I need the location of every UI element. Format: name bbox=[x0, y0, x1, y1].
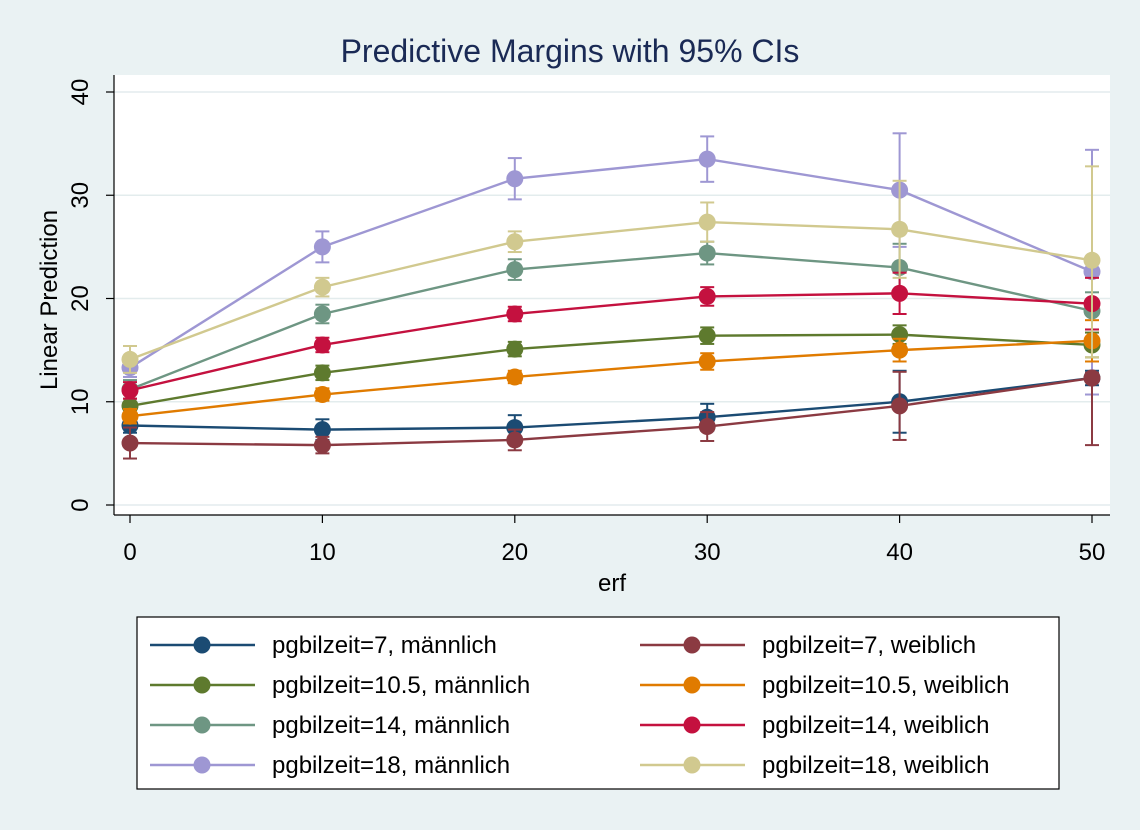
series-6 bbox=[121, 271, 1101, 400]
data-point-0-2 bbox=[506, 419, 524, 437]
legend-item-3: pgbilzeit=18, männlich bbox=[150, 752, 510, 779]
data-point-4-0 bbox=[121, 434, 139, 452]
data-point-5-4 bbox=[891, 341, 909, 359]
y-tick-label-0: 0 bbox=[67, 498, 94, 511]
legend-label-3: pgbilzeit=18, männlich bbox=[272, 752, 510, 779]
series-line-3 bbox=[129, 157, 1093, 369]
series-line-0 bbox=[129, 376, 1093, 431]
data-point-4-4 bbox=[891, 397, 909, 415]
legend-label-6: pgbilzeit=14, weiblich bbox=[762, 712, 989, 739]
y-tick-label-4: 40 bbox=[67, 79, 94, 106]
data-point-5-2 bbox=[506, 368, 524, 386]
data-point-4-3 bbox=[698, 418, 716, 436]
chart-title: Predictive Margins with 95% CIs bbox=[341, 33, 800, 69]
legend-item-7: pgbilzeit=18, weiblich bbox=[640, 752, 989, 779]
series-line-4 bbox=[129, 376, 1093, 447]
series-line-2 bbox=[129, 251, 1093, 391]
data-point-5-1 bbox=[313, 386, 331, 404]
legend-swatch-marker-0 bbox=[193, 636, 211, 654]
data-point-6-1 bbox=[313, 336, 331, 354]
data-point-7-5 bbox=[1083, 251, 1101, 269]
legend-box bbox=[136, 616, 1060, 790]
x-tick-label-1: 10 bbox=[309, 539, 336, 566]
legend-swatch-marker-1 bbox=[193, 676, 211, 694]
data-point-5-3 bbox=[698, 352, 716, 370]
legend-swatch-marker-6 bbox=[683, 716, 701, 734]
x-tick-label-3: 30 bbox=[694, 539, 721, 566]
data-point-7-0 bbox=[121, 350, 139, 368]
legend-label-7: pgbilzeit=18, weiblich bbox=[762, 752, 989, 779]
data-point-7-2 bbox=[506, 233, 524, 251]
series-line-7 bbox=[129, 220, 1093, 361]
y-tick-label-1: 10 bbox=[67, 388, 94, 415]
legend-label-5: pgbilzeit=10.5, weiblich bbox=[762, 672, 1010, 699]
legend-item-5: pgbilzeit=10.5, weiblich bbox=[640, 672, 1010, 699]
legend-item-1: pgbilzeit=10.5, männlich bbox=[150, 672, 530, 699]
data-point-1-1 bbox=[313, 364, 331, 382]
y-axis-title: Linear Prediction bbox=[36, 210, 63, 390]
data-point-6-2 bbox=[506, 305, 524, 323]
legend-item-4: pgbilzeit=7, weiblich bbox=[640, 632, 976, 659]
y-tick-label-2: 20 bbox=[67, 285, 94, 312]
legend-item-0: pgbilzeit=7, männlich bbox=[150, 632, 497, 659]
legend-item-6: pgbilzeit=14, weiblich bbox=[640, 712, 989, 739]
legend-swatch-marker-4 bbox=[683, 636, 701, 654]
x-tick-label-0: 0 bbox=[123, 539, 136, 566]
data-point-3-1 bbox=[313, 238, 331, 256]
data-point-2-2 bbox=[506, 261, 524, 279]
data-point-5-0 bbox=[121, 407, 139, 425]
data-point-6-3 bbox=[698, 287, 716, 305]
y-tick-label-3: 30 bbox=[67, 182, 94, 209]
data-point-4-2 bbox=[506, 431, 524, 449]
series-line-6 bbox=[129, 292, 1093, 392]
legend-label-4: pgbilzeit=7, weiblich bbox=[762, 632, 976, 659]
series-4 bbox=[121, 369, 1101, 460]
data-point-4-1 bbox=[313, 436, 331, 454]
data-point-1-2 bbox=[506, 340, 524, 358]
data-point-4-5 bbox=[1083, 369, 1101, 387]
data-point-2-1 bbox=[313, 305, 331, 323]
x-tick-label-4: 40 bbox=[886, 539, 913, 566]
data-point-6-4 bbox=[891, 284, 909, 302]
x-tick-label-2: 20 bbox=[501, 539, 528, 566]
data-point-2-3 bbox=[698, 244, 716, 262]
data-point-6-0 bbox=[121, 381, 139, 399]
data-point-3-2 bbox=[506, 170, 524, 188]
series-5 bbox=[121, 319, 1101, 425]
x-axis-title: erf bbox=[598, 570, 626, 597]
data-point-1-3 bbox=[698, 327, 716, 345]
data-point-7-4 bbox=[891, 220, 909, 238]
x-tick-label-5: 50 bbox=[1079, 539, 1106, 566]
data-point-7-1 bbox=[313, 278, 331, 296]
series-line-5 bbox=[129, 339, 1093, 418]
plot-region-background bbox=[114, 75, 1110, 515]
legend-label-2: pgbilzeit=14, männlich bbox=[272, 712, 510, 739]
data-point-0-1 bbox=[313, 421, 331, 439]
series-7 bbox=[121, 165, 1101, 374]
legend-swatch-marker-3 bbox=[193, 756, 211, 774]
legend-item-2: pgbilzeit=14, männlich bbox=[150, 712, 510, 739]
series-line-1 bbox=[129, 333, 1093, 408]
data-point-7-3 bbox=[698, 213, 716, 231]
legend-swatch-marker-5 bbox=[683, 676, 701, 694]
legend-label-0: pgbilzeit=7, männlich bbox=[272, 632, 497, 659]
legend-swatch-marker-7 bbox=[683, 756, 701, 774]
legend-swatch-marker-2 bbox=[193, 716, 211, 734]
data-point-3-3 bbox=[698, 150, 716, 168]
legend-label-1: pgbilzeit=10.5, männlich bbox=[272, 672, 530, 699]
